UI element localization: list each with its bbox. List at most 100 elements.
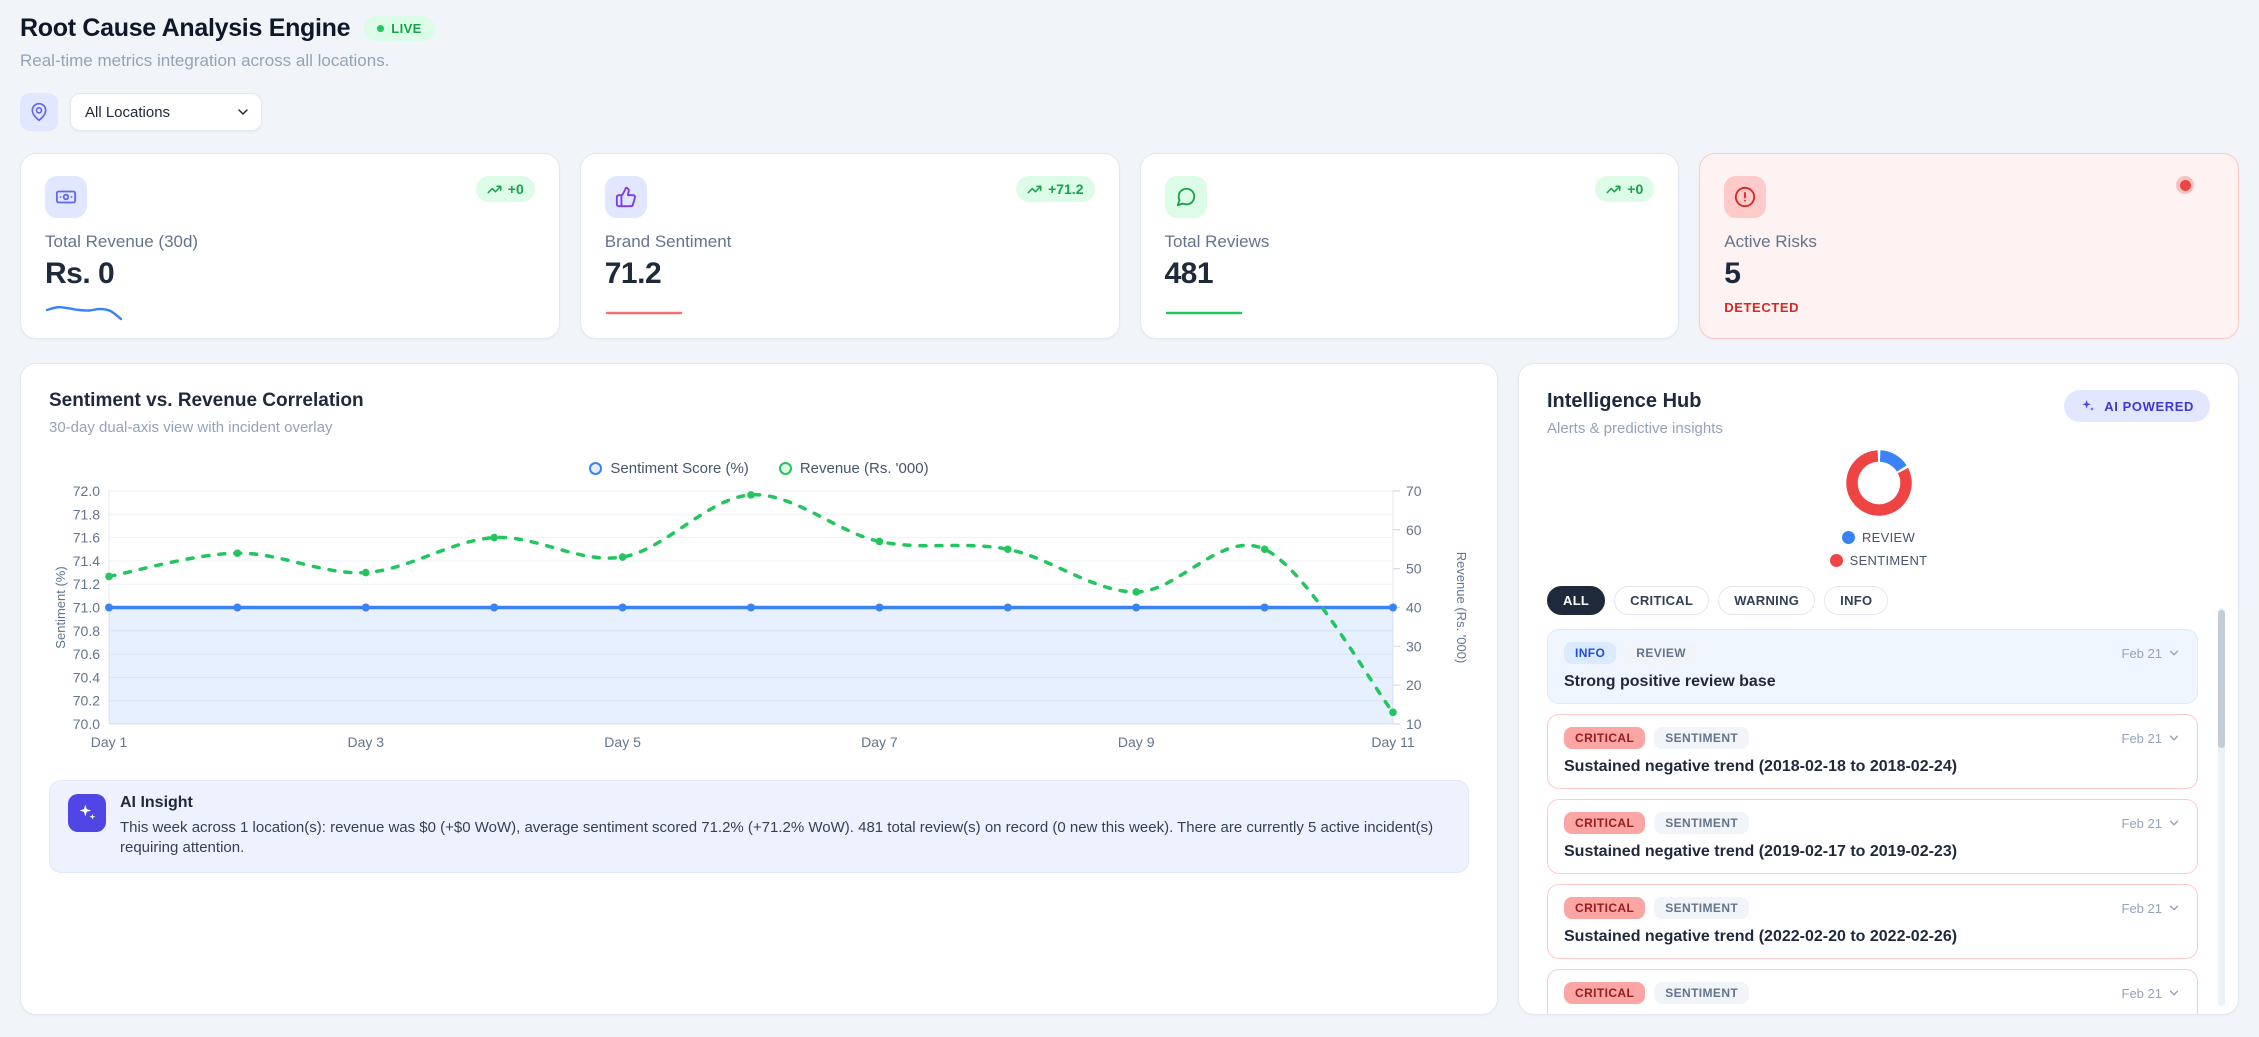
donut-legend-label: SENTIMENT	[1849, 553, 1928, 568]
kpi-label: Total Revenue (30d)	[45, 232, 199, 251]
severity-badge: CRITICAL	[1564, 982, 1646, 1004]
kpi-label: Total Reviews	[1164, 232, 1270, 251]
severity-badge: INFO	[1564, 642, 1617, 664]
chevron-down-icon[interactable]	[2167, 901, 2181, 915]
correlation-chart-card: Sentiment vs. Revenue Correlation 30-day…	[20, 363, 1498, 1015]
svg-text:70.6: 70.6	[73, 646, 100, 662]
ai-insight-title: AI Insight	[120, 794, 193, 811]
legend-marker-icon	[589, 462, 603, 475]
alert-item[interactable]: CRITICAL SENTIMENT Feb 21 Sustained nega…	[1547, 884, 2198, 959]
svg-text:40: 40	[1406, 600, 1422, 616]
location-select-wrapper: All Locations	[70, 93, 262, 131]
donut-legend-review[interactable]: REVIEW	[1841, 530, 1916, 545]
ai-insight-box: AI Insight This week across 1 location(s…	[49, 780, 1469, 873]
page-title: Root Cause Analysis Engine	[20, 14, 351, 42]
legend-item-revenue[interactable]: Revenue (Rs. '000)	[778, 460, 929, 477]
ai-powered-badge: AI POWERED	[2064, 390, 2210, 422]
category-badge: REVIEW	[1625, 642, 1698, 664]
svg-text:70: 70	[1406, 483, 1422, 499]
ai-insight-text: This week across 1 location(s): revenue …	[120, 819, 1434, 857]
reviews-sparkline	[1165, 311, 1242, 315]
donut-legend-sentiment[interactable]: SENTIMENT	[1829, 553, 1928, 568]
live-badge: LIVE	[364, 16, 435, 41]
svg-text:70.8: 70.8	[73, 623, 100, 639]
live-badge-label: LIVE	[391, 21, 422, 36]
alert-title: Strong positive review base	[1564, 673, 1776, 690]
kpi-value: 5	[1724, 257, 1741, 290]
kpi-label: Active Risks	[1724, 232, 1817, 251]
sparkles-icon	[2082, 400, 2095, 411]
trending-up-icon	[1606, 185, 1621, 193]
svg-text:71.6: 71.6	[73, 530, 100, 546]
sentiment-sparkline	[605, 311, 682, 315]
svg-text:Revenue (Rs. '000): Revenue (Rs. '000)	[1454, 552, 1469, 664]
svg-text:71.4: 71.4	[73, 553, 100, 569]
location-select[interactable]: All Locations	[70, 93, 262, 131]
filter-warning[interactable]: WARNING	[1718, 586, 1816, 615]
scrollbar-track[interactable]	[2218, 608, 2225, 1006]
legend-item-sentiment[interactable]: Sentiment Score (%)	[589, 460, 749, 477]
intelligence-hub-card: Intelligence Hub Alerts & predictive ins…	[1518, 363, 2239, 1015]
chevron-down-icon[interactable]	[2167, 816, 2181, 830]
message-circle-icon	[1164, 176, 1207, 218]
kpi-value: 71.2	[604, 257, 662, 290]
alert-title: Sustained negative trend (2019-02-17 to …	[1564, 843, 1958, 860]
alert-date: Feb 21	[2122, 646, 2181, 661]
alert-item[interactable]: INFO REVIEW Feb 21 Strong positive revie…	[1547, 629, 2198, 704]
kpi-card-reviews: +0 Total Reviews 481	[1139, 153, 1680, 339]
legend-marker-icon	[778, 462, 792, 475]
filter-critical[interactable]: CRITICAL	[1614, 586, 1710, 615]
banknote-icon	[45, 176, 87, 218]
trend-badge-label: +0	[507, 181, 524, 197]
svg-text:30: 30	[1406, 638, 1422, 654]
filter-info[interactable]: INFO	[1824, 586, 1889, 615]
kpi-row: +0 Total Revenue (30d) Rs. 0 +71.2 Brand…	[20, 153, 2239, 339]
kpi-value: 481	[1164, 257, 1214, 290]
header: Root Cause Analysis Engine LIVE Real-tim…	[20, 14, 2239, 71]
alert-distribution: REVIEW SENTIMENT	[1547, 445, 2210, 568]
category-badge: SENTIMENT	[1654, 727, 1750, 749]
live-dot-icon	[377, 25, 385, 32]
kpi-label: Brand Sentiment	[604, 232, 732, 251]
alert-date: Feb 21	[2122, 901, 2181, 916]
page-subtitle: Real-time metrics integration across all…	[20, 51, 390, 70]
alert-filters: ALL CRITICAL WARNING INFO	[1547, 586, 2210, 615]
alert-item[interactable]: CRITICAL SENTIMENT Feb 21 Sustained nega…	[1547, 799, 2198, 874]
alert-item[interactable]: CRITICAL SENTIMENT Feb 21 Sustained nega…	[1547, 714, 2198, 789]
chart-title: Sentiment vs. Revenue Correlation	[49, 390, 364, 411]
svg-text:72.0: 72.0	[73, 483, 100, 499]
chart-legend: Sentiment Score (%) Revenue (Rs. '000)	[49, 460, 1469, 477]
risk-pulse-dot-icon	[2176, 176, 2194, 194]
legend-dot-icon	[1841, 531, 1855, 544]
svg-text:71.8: 71.8	[73, 506, 100, 522]
chart-subtitle: 30-day dual-axis view with incident over…	[49, 419, 333, 436]
svg-text:Day 5: Day 5	[604, 734, 641, 750]
scrollbar-thumb[interactable]	[2218, 610, 2225, 748]
chevron-down-icon[interactable]	[2167, 986, 2181, 1000]
alert-title: Sustained negative trend (2018-02-18 to …	[1564, 758, 1958, 775]
alert-list: INFO REVIEW Feb 21 Strong positive revie…	[1547, 629, 2210, 1014]
alert-distribution-donut	[1845, 450, 1912, 516]
svg-text:71.0: 71.0	[73, 600, 100, 616]
trending-up-icon	[1027, 185, 1042, 193]
severity-badge: CRITICAL	[1564, 897, 1646, 919]
donut-legend: REVIEW SENTIMENT	[1829, 530, 1928, 568]
svg-text:50: 50	[1406, 561, 1422, 577]
dual-axis-line-chart: 70.0 70.2 70.4 70.6 70.8 71.0 71.2 71.4 71.6 71.8…	[53, 483, 1469, 750]
svg-text:70.4: 70.4	[73, 669, 100, 685]
kpi-card-active-risks: Active Risks 5 DETECTED	[1699, 153, 2239, 339]
sparkles-icon	[68, 794, 106, 832]
filter-all[interactable]: ALL	[1547, 586, 1606, 615]
svg-text:10: 10	[1406, 716, 1422, 732]
severity-badge: CRITICAL	[1564, 812, 1646, 834]
chevron-down-icon[interactable]	[2167, 731, 2181, 745]
svg-text:20: 20	[1406, 677, 1422, 693]
category-badge: SENTIMENT	[1654, 897, 1750, 919]
donut-legend-label: REVIEW	[1861, 530, 1916, 545]
alert-item[interactable]: CRITICAL SENTIMENT Feb 21 Sustained nega…	[1547, 969, 2198, 1014]
location-toolbar: All Locations	[20, 93, 2239, 131]
kpi-card-sentiment: +71.2 Brand Sentiment 71.2	[579, 153, 1120, 339]
kpi-value: Rs. 0	[45, 257, 115, 290]
chevron-down-icon[interactable]	[2167, 646, 2181, 660]
svg-text:Day 1: Day 1	[91, 734, 128, 750]
